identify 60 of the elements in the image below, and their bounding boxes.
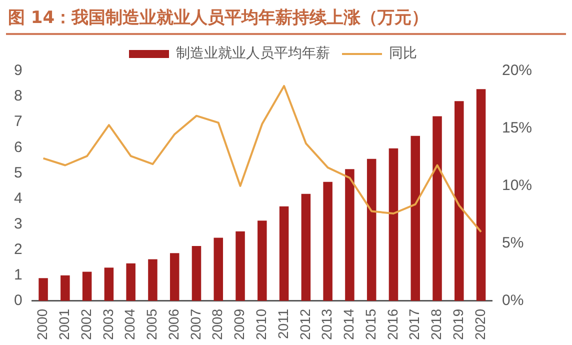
x-tick-label: 2008 [209, 308, 226, 340]
bar [279, 206, 289, 301]
bar [388, 148, 398, 301]
bar [104, 268, 114, 301]
bar [170, 253, 180, 301]
y-tick-label: 4 [14, 190, 22, 207]
y-tick-label: 7 [14, 113, 22, 130]
x-tick-label: 2010 [253, 308, 270, 340]
bar [323, 182, 332, 301]
bar [366, 158, 376, 301]
bar [60, 275, 70, 301]
x-tick-label: 2007 [187, 308, 204, 340]
x-tick-label: 2005 [144, 308, 160, 340]
x-tick-label: 2016 [384, 308, 400, 340]
bar [38, 278, 48, 301]
x-tick-label: 2018 [428, 308, 444, 340]
bar [82, 272, 92, 301]
y-tick-label: 3 [14, 215, 22, 232]
x-tick-label: 2002 [78, 308, 94, 340]
bar [214, 238, 224, 301]
x-tick-label: 2017 [406, 308, 422, 340]
y2-tick-label: 5% [502, 234, 524, 252]
x-tick-label: 2004 [122, 308, 138, 340]
legend-label: 同比 [389, 46, 417, 62]
x-tick-label: 2011 [274, 308, 291, 339]
y-tick-label: 2 [14, 240, 22, 258]
x-tick-label: 2014 [340, 308, 357, 340]
bar [126, 263, 136, 301]
x-tick-label: 2015 [362, 308, 378, 340]
y2-tick-label: 0% [502, 292, 524, 309]
x-tick-label: 2012 [296, 308, 313, 340]
y-tick-label: 8 [14, 88, 22, 105]
bar [192, 246, 202, 301]
legend-label: 制造业就业人员平均年薪 [176, 46, 330, 62]
y2-tick-label: 15% [502, 120, 532, 137]
y-tick-label: 0 [14, 292, 22, 309]
x-tick-label: 2019 [450, 308, 466, 340]
bar [410, 136, 420, 301]
bar [148, 259, 158, 301]
x-tick-label: 2000 [34, 308, 50, 340]
x-tick-label: 2009 [231, 308, 248, 340]
y2-tick-label: 10% [502, 177, 532, 194]
x-tick-label: 2013 [318, 308, 335, 340]
bar [236, 231, 245, 301]
bar [301, 194, 311, 301]
bar [345, 169, 354, 301]
x-tick-label: 2020 [472, 308, 488, 340]
y2-tick-label: 20% [502, 62, 532, 80]
x-tick-label: 2001 [56, 308, 72, 340]
bar [476, 89, 486, 301]
chart-title: 图 14：我国制造业就业人员平均年薪持续上涨（万元） [6, 4, 566, 35]
y-tick-label: 5 [14, 164, 22, 182]
x-tick-label: 2003 [100, 308, 116, 340]
x-tick-label: 2006 [165, 308, 182, 340]
y-tick-label: 6 [14, 138, 22, 156]
y-tick-label: 1 [14, 266, 22, 284]
bar [454, 101, 464, 301]
bar [432, 116, 442, 301]
y-tick-label: 9 [14, 62, 22, 80]
bar [258, 220, 267, 301]
